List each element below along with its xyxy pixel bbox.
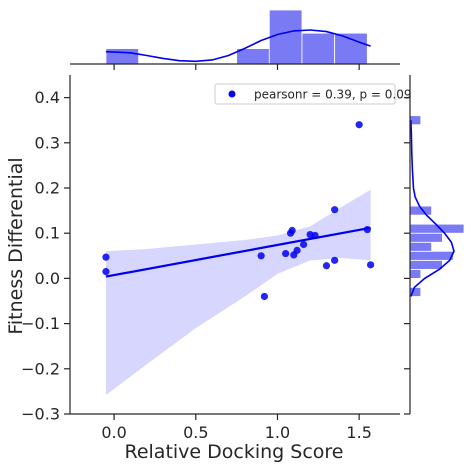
top-histogram-bar bbox=[105, 48, 140, 65]
top-histogram-bar bbox=[301, 32, 336, 65]
data-point bbox=[293, 246, 301, 254]
data-point bbox=[363, 225, 371, 234]
y-tick-label: −0.1 bbox=[21, 314, 60, 333]
right-histogram-bar bbox=[409, 268, 422, 279]
data-point bbox=[300, 240, 308, 249]
x-tick-label: 1.5 bbox=[346, 423, 371, 442]
y-tick-label: 0.2 bbox=[35, 179, 60, 198]
legend: pearsonr = 0.39, p = 0.09 bbox=[214, 83, 411, 105]
y-tick-label: 0.1 bbox=[35, 224, 60, 243]
data-point bbox=[355, 121, 363, 129]
regression-line bbox=[105, 226, 371, 278]
x-tick-label: 1.0 bbox=[265, 423, 290, 442]
right-histogram-bar bbox=[409, 232, 443, 243]
y-tick-label: 0.0 bbox=[35, 269, 60, 288]
x-tick-label: 0.5 bbox=[183, 423, 208, 442]
data-point bbox=[322, 262, 331, 270]
data-point bbox=[288, 226, 296, 235]
y-tick-label: −0.3 bbox=[21, 405, 60, 424]
data-point bbox=[282, 249, 290, 258]
data-point bbox=[257, 252, 265, 260]
right-histogram-bar bbox=[409, 259, 443, 270]
data-point bbox=[366, 261, 375, 269]
data-point bbox=[260, 292, 269, 301]
legend-box bbox=[214, 83, 396, 105]
right-kde-curve bbox=[410, 120, 455, 297]
right-histogram-bar bbox=[409, 241, 433, 252]
top-kde-curve bbox=[105, 29, 371, 63]
top-marginal-histogram bbox=[70, 9, 400, 70]
y-tick-label: −0.2 bbox=[21, 359, 60, 378]
data-point bbox=[311, 231, 319, 240]
legend-label: pearsonr = 0.39, p = 0.09 bbox=[254, 88, 411, 102]
top-histogram-bar bbox=[334, 32, 368, 65]
top-histogram-bar bbox=[236, 48, 270, 65]
data-point bbox=[331, 206, 339, 214]
main-scatter-plot: 0.0 0.5 1.0 1.5 −0.3 −0.2 −0.1 0.0 0.1 0.2 0.3 0.4 bbox=[21, 75, 400, 442]
top-histogram-bar bbox=[268, 9, 303, 65]
data-point bbox=[331, 256, 339, 264]
y-tick-label: 0.3 bbox=[35, 133, 60, 152]
right-marginal-histogram bbox=[404, 75, 465, 415]
confidence-band bbox=[105, 189, 371, 396]
x-tick-label: 0.0 bbox=[101, 423, 126, 442]
data-point bbox=[102, 253, 110, 261]
right-histogram-bar bbox=[409, 250, 454, 261]
legend-marker bbox=[228, 90, 236, 98]
data-point bbox=[102, 268, 110, 276]
y-tick-label: 0.4 bbox=[35, 88, 60, 107]
x-axis-label: Relative Docking Score bbox=[124, 441, 343, 463]
y-axis-label: Fitness Differential bbox=[5, 157, 27, 334]
